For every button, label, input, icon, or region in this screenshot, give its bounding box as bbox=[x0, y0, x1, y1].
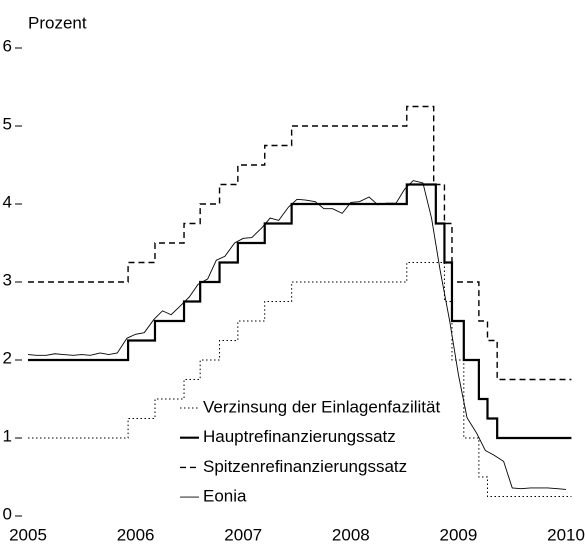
x-tick-label: 2008 bbox=[332, 525, 370, 544]
x-tick-label: 2007 bbox=[224, 525, 262, 544]
y-axis-label: Prozent bbox=[28, 13, 87, 32]
series-line bbox=[28, 105, 572, 381]
y-tick-label: 1 bbox=[3, 426, 12, 445]
y-tick-label: 2 bbox=[3, 348, 12, 367]
y-tick-label: 6 bbox=[3, 36, 12, 55]
series-line bbox=[28, 183, 572, 440]
y-tick-label: 0 bbox=[3, 504, 12, 523]
y-tick-label: 4 bbox=[3, 192, 12, 211]
legend-label: Eonia bbox=[203, 487, 247, 506]
legend-label: Verzinsung der Einlagenfazilität bbox=[203, 397, 440, 416]
x-tick-label: 2009 bbox=[440, 525, 478, 544]
series-line bbox=[28, 262, 572, 497]
legend-label: Hauptrefinanzierungssatz bbox=[203, 427, 396, 446]
x-tick-label: 2010 bbox=[547, 525, 585, 544]
legend-label: Spitzenrefinanzierungssatz bbox=[203, 457, 407, 476]
x-tick-label: 2005 bbox=[9, 525, 47, 544]
x-tick-label: 2006 bbox=[117, 525, 155, 544]
series-line bbox=[27, 180, 567, 490]
y-tick-label: 5 bbox=[3, 114, 12, 133]
y-tick-label: 3 bbox=[3, 270, 12, 289]
